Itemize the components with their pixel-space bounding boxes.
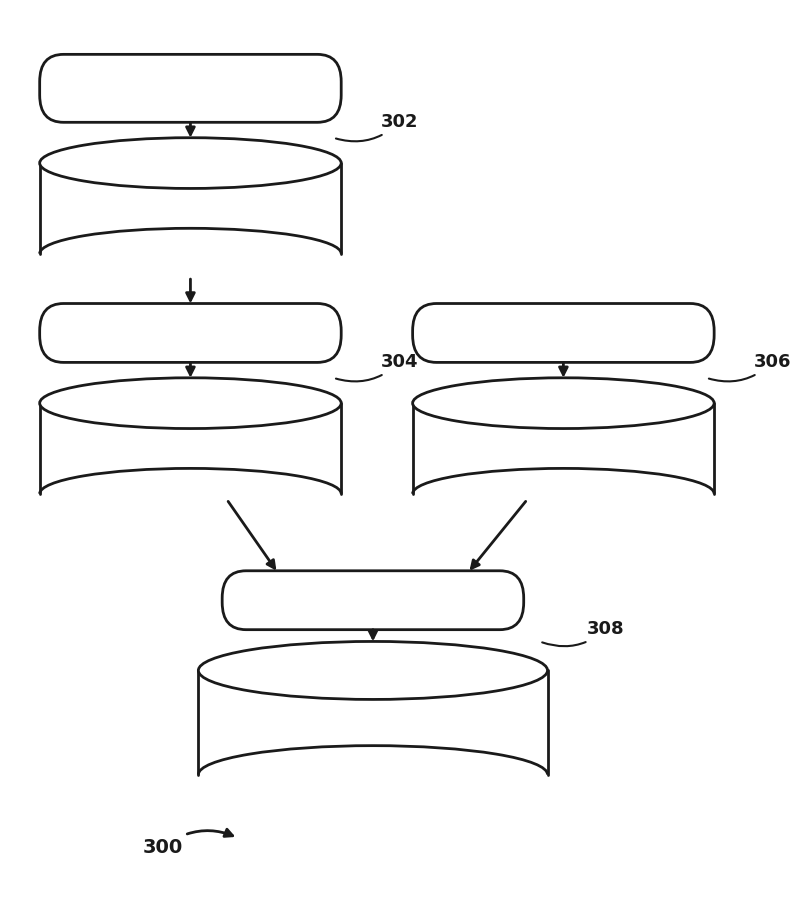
Polygon shape <box>413 403 714 494</box>
Text: 308: 308 <box>542 621 625 646</box>
Polygon shape <box>198 670 547 775</box>
Ellipse shape <box>40 138 342 188</box>
FancyBboxPatch shape <box>40 304 342 362</box>
Text: 300: 300 <box>143 829 233 856</box>
Text: 304: 304 <box>336 353 418 381</box>
Text: 302: 302 <box>336 113 418 141</box>
Ellipse shape <box>40 378 342 429</box>
Text: 306: 306 <box>709 353 791 381</box>
Polygon shape <box>40 403 342 494</box>
Polygon shape <box>40 163 342 254</box>
Ellipse shape <box>413 378 714 429</box>
FancyBboxPatch shape <box>413 304 714 362</box>
FancyBboxPatch shape <box>40 54 342 122</box>
FancyBboxPatch shape <box>222 571 524 630</box>
Ellipse shape <box>198 641 547 699</box>
